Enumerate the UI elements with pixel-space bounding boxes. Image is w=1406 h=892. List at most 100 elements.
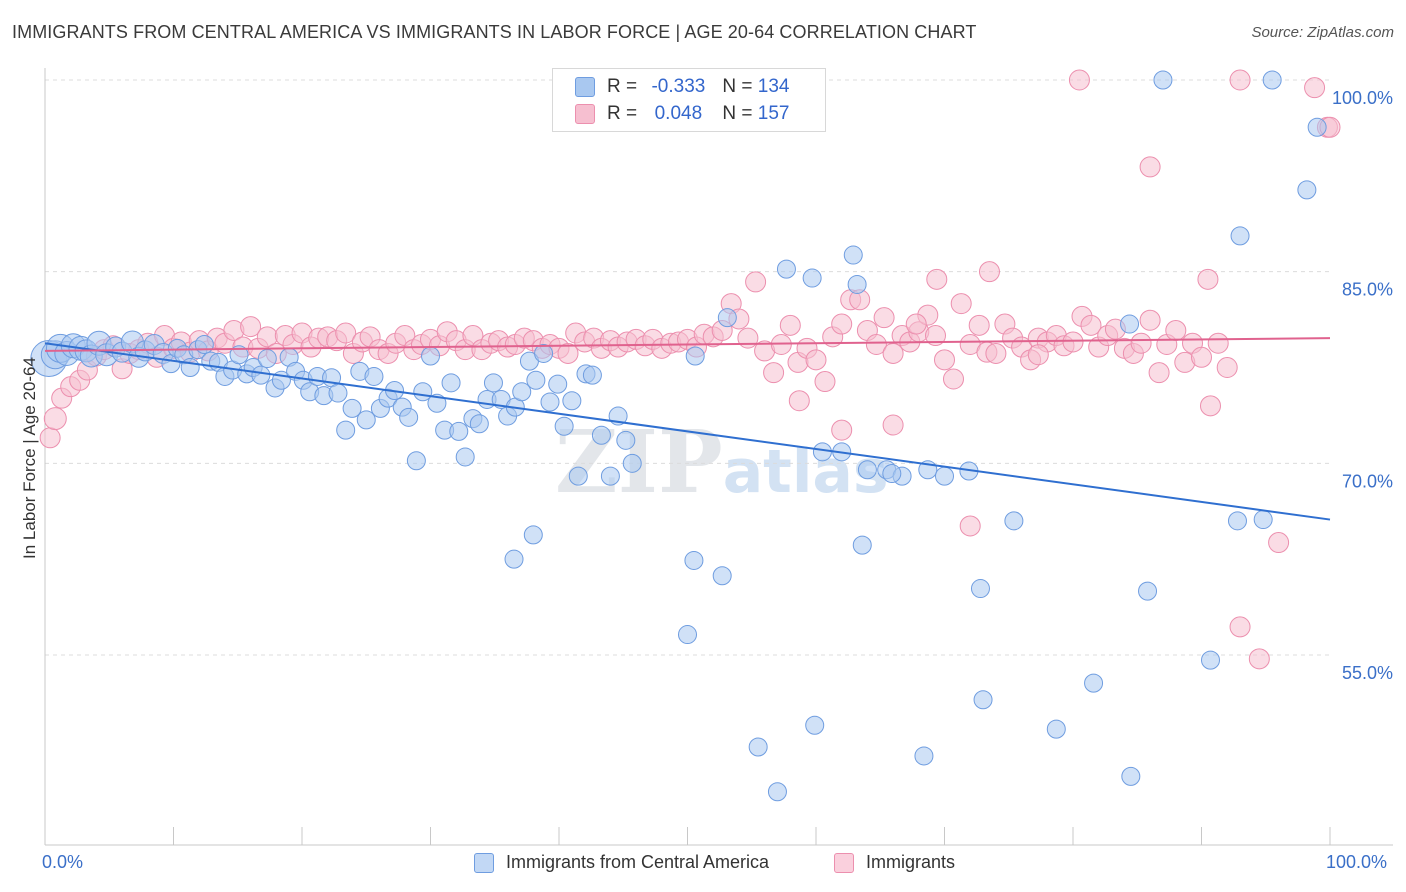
blue-point-77 xyxy=(582,365,602,385)
blue-point-117 xyxy=(914,746,934,766)
blue-point-115 xyxy=(882,464,902,484)
blue-trend-line xyxy=(44,342,1331,521)
blue-point-88 xyxy=(748,737,768,757)
blue-point-95 xyxy=(802,268,822,288)
blue-point-123 xyxy=(1120,314,1140,334)
blue-point-58 xyxy=(449,421,469,441)
y-tick-label-85: 85.0% xyxy=(1342,280,1393,300)
blue-point-82 xyxy=(622,453,642,473)
pink-point-152 xyxy=(978,261,1000,283)
legend-label-1: Immigrants from Central America xyxy=(506,852,770,872)
blue-point-43 xyxy=(342,398,362,418)
legend-blue-swatch xyxy=(474,852,494,873)
pink-point-154 xyxy=(1068,69,1090,91)
pink-point-99 xyxy=(882,342,904,364)
blue-point-52 xyxy=(406,451,426,471)
blue-point-98 xyxy=(857,460,877,480)
blue-point-22 xyxy=(194,335,214,354)
n-value-2: 157 xyxy=(757,103,790,124)
pink-point-139 xyxy=(1229,616,1251,638)
blue-point-91 xyxy=(812,442,832,462)
pink-point-147 xyxy=(788,390,810,412)
blue-point-104 xyxy=(970,579,990,599)
r-label-2: R = xyxy=(607,103,638,124)
blue-point-45 xyxy=(356,410,376,430)
pink-point-106 xyxy=(942,368,964,390)
blue-point-70 xyxy=(534,343,554,363)
pink-point-82 xyxy=(737,327,759,349)
blue-point-105 xyxy=(1004,511,1024,531)
pink-point-97 xyxy=(865,334,887,355)
pink-point-137 xyxy=(1207,332,1229,354)
blue-point-69 xyxy=(526,370,546,390)
pink-point-24 xyxy=(240,316,262,338)
pink-point-87 xyxy=(779,314,801,336)
blue-point-73 xyxy=(554,416,574,436)
pink-point-93 xyxy=(831,313,853,335)
pink-point-141 xyxy=(1268,532,1290,554)
pink-point-135 xyxy=(1191,346,1212,368)
n-label-1: N = xyxy=(722,76,753,97)
r-label-1: R = xyxy=(607,76,638,97)
blue-point-109 xyxy=(1138,581,1158,601)
pink-point-61 xyxy=(557,342,579,364)
blue-point-103 xyxy=(973,690,993,710)
y-tick-label-70: 70.0% xyxy=(1342,471,1393,491)
pink-point-145 xyxy=(1139,156,1161,178)
r-value-2: 0.048 xyxy=(654,103,703,124)
pink-point-130 xyxy=(1148,362,1170,384)
pink-point-142 xyxy=(1304,77,1326,99)
pink-point-98 xyxy=(873,307,895,329)
blue-point-90 xyxy=(805,715,825,735)
blue-point-54 xyxy=(421,346,440,366)
y-axis-label: In Labor Force | Age 20-64 xyxy=(20,357,39,559)
pink-point-151 xyxy=(926,268,948,290)
pink-point-144 xyxy=(1197,268,1219,290)
blue-point-96 xyxy=(847,274,867,294)
n-value-1: 134 xyxy=(757,76,790,97)
y-tick-label-100: 100.0% xyxy=(1332,88,1393,108)
y-tick-label-55: 55.0% xyxy=(1342,663,1393,683)
pink-point-128 xyxy=(1130,332,1152,354)
pink-point-90 xyxy=(805,349,827,371)
blue-point-121 xyxy=(1253,510,1273,530)
r-value-1: -0.333 xyxy=(651,76,706,97)
blue-point-107 xyxy=(1084,673,1104,693)
pink-point-122 xyxy=(1080,314,1102,336)
pink-point-83 xyxy=(745,271,767,293)
pink-point-150 xyxy=(905,313,927,335)
blue-point-57 xyxy=(441,373,461,393)
blue-swatch xyxy=(575,77,595,97)
blue-point-67 xyxy=(512,382,532,402)
blue-point-84 xyxy=(504,549,524,569)
blue-point-41 xyxy=(328,383,348,403)
pink-point-91 xyxy=(814,371,836,393)
pink-point-107 xyxy=(950,293,972,315)
pink-point-35 xyxy=(335,322,357,344)
source-label: Source: ZipAtlas.com xyxy=(1251,24,1394,41)
blue-point-46 xyxy=(364,366,384,386)
x-max-label: 100.0% xyxy=(1326,852,1388,872)
blue-point-79 xyxy=(600,466,620,486)
blue-point-42 xyxy=(336,420,356,440)
blue-point-108 xyxy=(1121,766,1141,786)
blue-point-110 xyxy=(1200,650,1220,670)
pink-point-148 xyxy=(831,419,853,441)
blue-point-27 xyxy=(229,345,249,365)
blue-point-118 xyxy=(1262,70,1282,90)
blue-point-111 xyxy=(1230,226,1250,246)
blue-point-74 xyxy=(562,391,582,411)
pink-point-85 xyxy=(763,362,785,384)
pink-point-120 xyxy=(1062,331,1084,353)
pink-point-0 xyxy=(39,427,61,449)
pink-point-109 xyxy=(968,314,990,336)
pink-trend-line xyxy=(44,337,1331,352)
blue-point-75 xyxy=(568,466,588,486)
blue-point-89 xyxy=(767,782,787,802)
blue-point-81 xyxy=(616,430,636,450)
blue-point-61 xyxy=(469,414,489,434)
blue-point-51 xyxy=(399,407,419,427)
legend-label-2: Immigrants xyxy=(866,852,956,872)
blue-point-87 xyxy=(678,625,697,645)
